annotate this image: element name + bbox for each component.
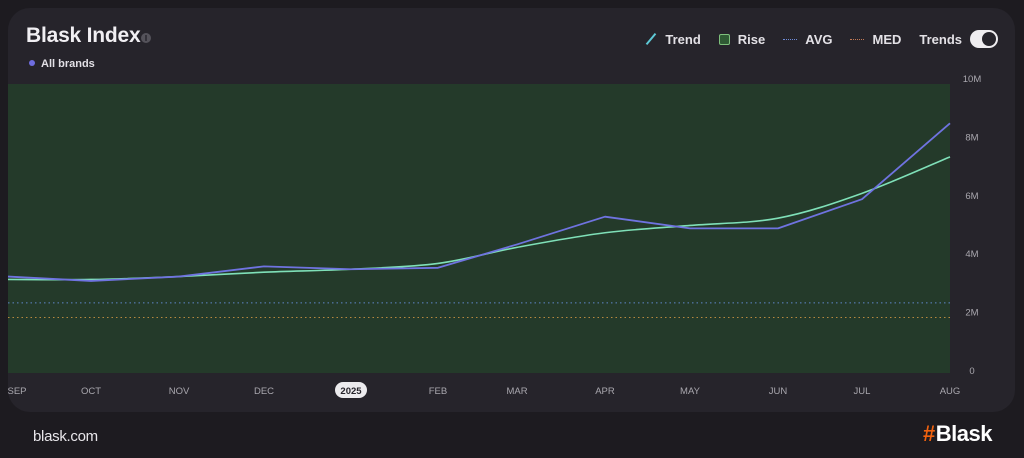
y-tick-label: 10M xyxy=(963,74,982,85)
x-tick-label: FEB xyxy=(429,386,447,397)
x-tick-label: JUL xyxy=(854,386,871,397)
x-tick-label: APR xyxy=(595,386,615,397)
trends-toggle-label: Trends xyxy=(919,31,962,47)
x-tick-label: MAY xyxy=(680,386,701,397)
x-tick-label: 2025 xyxy=(340,386,362,397)
trends-toggle-group: Trends xyxy=(919,30,998,48)
chart-title: Blask Index xyxy=(26,24,141,47)
legend-item-avg[interactable]: AVG xyxy=(783,32,832,47)
y-tick-label: 8M xyxy=(965,132,978,143)
y-tick-label: 4M xyxy=(965,249,978,260)
series-dot-icon xyxy=(29,60,35,66)
y-tick-label: 0 xyxy=(969,366,974,377)
all-brands-line xyxy=(7,122,951,282)
x-tick-label: AUG xyxy=(940,386,961,397)
x-tick-label: JUN xyxy=(769,386,788,397)
brand-name: Blask xyxy=(935,421,993,446)
avg-dotted-line-icon xyxy=(783,38,798,40)
legend-item-rise[interactable]: Rise xyxy=(718,31,766,47)
hash-icon: # xyxy=(923,421,935,446)
brand-logo: #Blask xyxy=(923,421,992,447)
legend-label: Rise xyxy=(737,31,766,47)
legend-label: AVG xyxy=(805,31,833,47)
rise-region xyxy=(8,84,950,373)
series-label: All brands xyxy=(41,58,95,70)
legend-label: Trend xyxy=(665,31,701,47)
y-tick-label: 6M xyxy=(965,191,978,202)
trends-toggle[interactable] xyxy=(970,30,998,48)
x-tick-label: OCT xyxy=(81,386,101,397)
footer-url[interactable]: blask.com xyxy=(33,428,98,445)
legend-item-med[interactable]: MED xyxy=(850,32,901,47)
x-tick-label: DEC xyxy=(254,386,274,397)
legend: Trend Rise AVG MED Trends xyxy=(627,30,998,48)
x-tick-label: NOV xyxy=(169,386,190,397)
series-tag: All brands xyxy=(29,58,95,70)
legend-label: MED xyxy=(872,31,902,47)
x-tick-label: SEP xyxy=(7,386,26,397)
x-tick-label: MAR xyxy=(506,386,527,397)
legend-item-trend[interactable]: Trend xyxy=(645,32,700,47)
y-tick-label: 2M xyxy=(965,308,978,319)
info-icon[interactable] xyxy=(141,33,151,43)
rise-square-icon xyxy=(718,33,730,45)
toggle-knob xyxy=(982,32,996,46)
year-badge xyxy=(335,382,367,398)
med-dotted-line-icon xyxy=(850,38,865,40)
